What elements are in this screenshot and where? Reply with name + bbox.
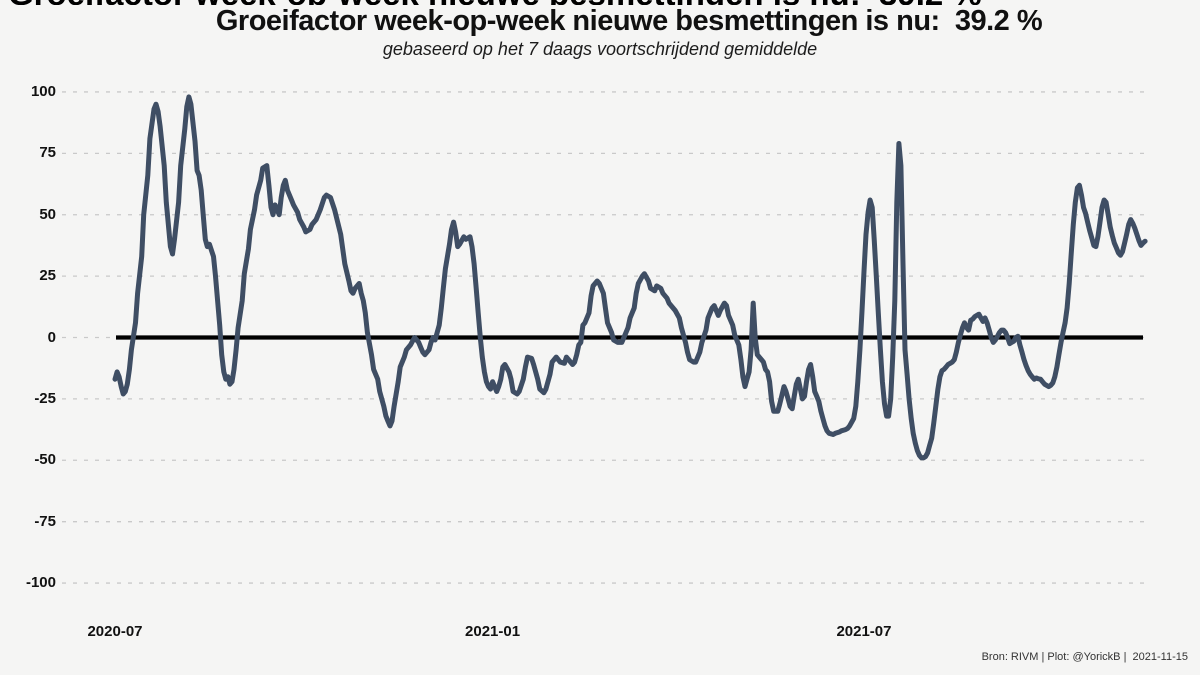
- chart-subtitle: gebaseerd op het 7 daags voortschrijdend…: [382, 39, 818, 59]
- y-axis-tick-label: 25: [39, 267, 56, 285]
- y-axis-tick-label: 0: [47, 328, 56, 346]
- x-axis-tick-label: 2021-07: [836, 623, 892, 640]
- y-axis-tick-label: 75: [39, 144, 56, 162]
- y-axis-tick-label: -50: [34, 451, 56, 469]
- growth-line: [112, 94, 1148, 461]
- clipped-top-text: Groeifactor week-op-week nieuwe besmetti…: [8, 0, 982, 5]
- x-axis-tick-label: 2020-07: [87, 623, 143, 640]
- y-axis-tick-label: 100: [30, 82, 56, 100]
- clipped-top-text-artifact: Groeifactor week-op-week nieuwe besmetti…: [8, 0, 1192, 5]
- x-axis-tick-label: 2021-01: [465, 623, 521, 640]
- y-axis-tick-label: -100: [25, 574, 56, 592]
- credit-line: Bron: RIVM | Plot: @YorickB | 2021-11-15: [981, 651, 1188, 663]
- y-axis-tick-label: 50: [39, 205, 56, 223]
- chart-title: Groeifactor week-op-week nieuwe besmetti…: [215, 5, 1043, 37]
- y-axis-tick-label: -25: [34, 389, 56, 407]
- y-axis-tick-label: -75: [34, 512, 56, 530]
